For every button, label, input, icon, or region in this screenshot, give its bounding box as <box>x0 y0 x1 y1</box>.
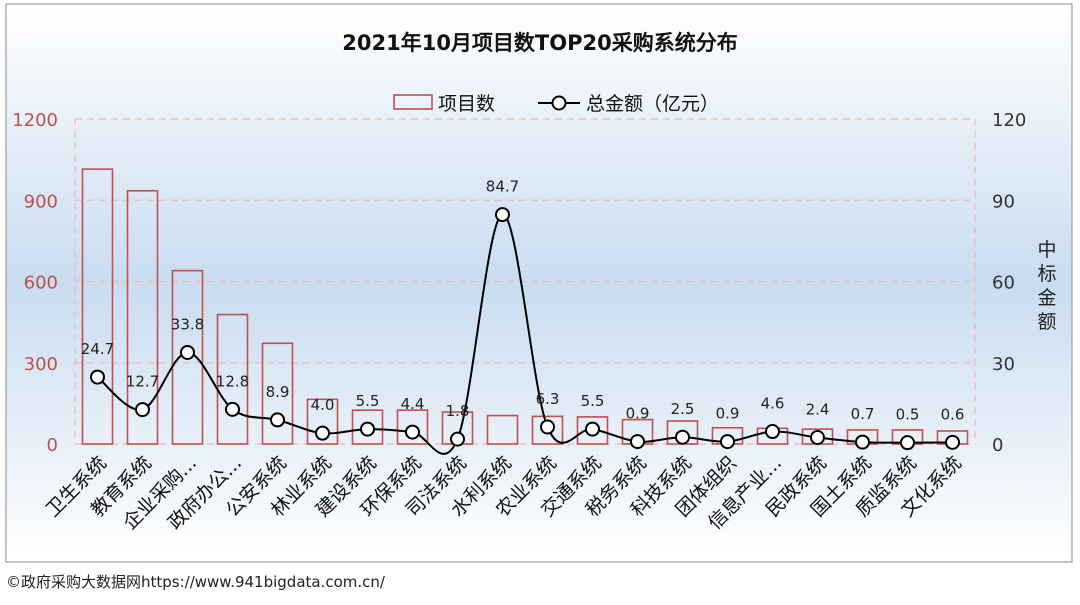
bar <box>81 168 114 445</box>
data-label: 0.5 <box>896 406 920 424</box>
line-point <box>405 424 420 440</box>
line-point <box>810 430 825 445</box>
y-right-axis-label-char: 金 <box>1037 287 1056 309</box>
bar <box>216 313 249 445</box>
bar <box>171 269 204 445</box>
y-right-tick-label: 90 <box>992 191 1015 212</box>
y-left-tick-label: 1200 <box>12 110 58 131</box>
line-point <box>90 369 105 385</box>
data-label: 5.5 <box>356 392 380 410</box>
bar <box>531 415 564 445</box>
line-point <box>585 421 600 437</box>
bar <box>126 189 159 445</box>
data-label: 2.5 <box>671 400 695 418</box>
legend-line-marker <box>551 95 567 111</box>
data-label: 33.8 <box>171 315 204 333</box>
line-point <box>900 435 915 451</box>
line-point <box>360 421 375 437</box>
data-label: 0.6 <box>941 405 965 423</box>
line-point <box>180 344 195 360</box>
data-label: 0.9 <box>716 405 740 423</box>
bar <box>486 414 519 445</box>
line-point <box>720 434 735 450</box>
data-label: 84.7 <box>486 178 519 196</box>
data-label: 2.4 <box>806 401 830 419</box>
chart: 24.7 12.7 33.8 12.8 8.9 4.0 5.5 4.4 1.8 84.7 6.3 5.… <box>5 3 1073 563</box>
legend-line-label: 总金额（亿元） <box>586 93 719 115</box>
line-point <box>540 419 555 435</box>
bar <box>576 416 609 445</box>
bar <box>396 409 429 445</box>
data-label: 4.4 <box>401 395 425 413</box>
y-right-axis-label-char: 标 <box>1037 263 1056 285</box>
y-left-tick-label: 900 <box>24 191 58 212</box>
data-label: 12.8 <box>216 372 249 390</box>
line-point <box>450 431 465 447</box>
data-label: 6.3 <box>536 390 560 408</box>
bar <box>306 398 339 445</box>
line-point <box>945 434 960 450</box>
line-point <box>315 425 330 441</box>
data-label: 4.0 <box>311 396 335 414</box>
line-point <box>495 207 510 223</box>
line-point <box>135 402 150 418</box>
data-label: 0.7 <box>851 405 875 423</box>
y-right-axis-label-char: 额 <box>1037 311 1056 333</box>
data-label: 12.7 <box>126 373 159 391</box>
y-right-axis-label-char: 中 <box>1037 239 1056 261</box>
data-label: 5.5 <box>581 392 605 410</box>
y-right-tick-label: 0 <box>992 435 1003 456</box>
bar <box>261 342 294 445</box>
y-left-tick-label: 600 <box>24 273 58 294</box>
data-label: 1.8 <box>446 402 470 420</box>
line-point <box>270 412 285 428</box>
y-right-tick-label: 30 <box>992 354 1015 375</box>
legend-bar-label: 项目数 <box>438 93 495 115</box>
legend-bar-swatch <box>393 94 433 110</box>
line-point <box>630 434 645 450</box>
data-label: 4.6 <box>761 395 785 413</box>
line-point <box>225 401 240 417</box>
y-left-tick-label: 300 <box>24 354 58 375</box>
line-point <box>855 434 870 450</box>
bar <box>351 409 384 445</box>
y-right-tick-label: 120 <box>992 110 1026 131</box>
chart-frame <box>5 3 1073 563</box>
y-right-tick-label: 60 <box>992 273 1015 294</box>
line-point <box>675 429 690 445</box>
data-label: 8.9 <box>266 383 290 401</box>
data-label: 24.7 <box>81 340 114 358</box>
chart-title: 2021年10月项目数TOP20采购系统分布 <box>342 31 737 55</box>
line-point <box>765 424 780 440</box>
data-label: 0.9 <box>626 405 650 423</box>
y-left-tick-label: 0 <box>47 435 58 456</box>
source-credit: ©政府采购大数据网https://www.941bigdata.com.cn/ <box>6 573 385 591</box>
